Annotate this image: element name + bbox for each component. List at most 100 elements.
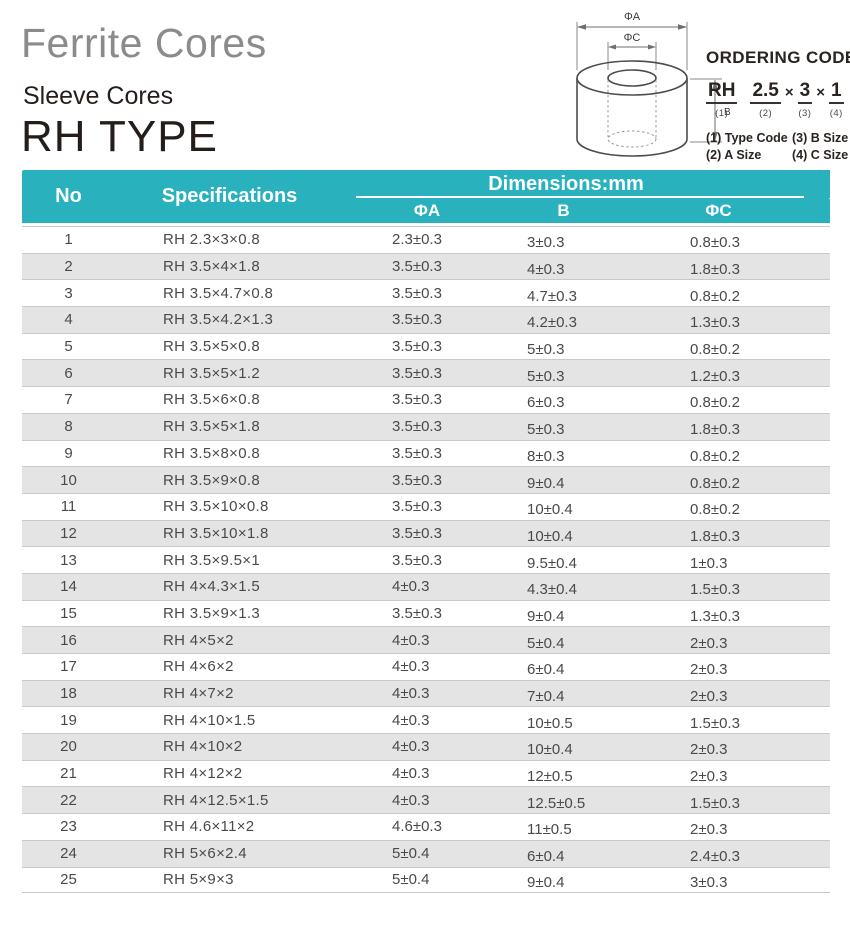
legend-type-code: (1) Type Code bbox=[706, 130, 788, 145]
cell-c-value: 2±0.3 bbox=[690, 688, 728, 706]
cell-spec: RH 3.5×10×1.8 bbox=[115, 519, 352, 547]
cell-b: 12±0.5 bbox=[502, 759, 647, 787]
cell-phi-a: 3.5±0.3 bbox=[352, 466, 502, 493]
cell-spec: RH 4×10×2 bbox=[115, 733, 352, 760]
cell-spec: RH 3.5×4.2×1.3 bbox=[115, 306, 352, 333]
legend-b-size: (3) B Size bbox=[792, 130, 849, 145]
table-row: 20 RH 4×10×2 4±0.3 10±0.4 2±0.3 bbox=[22, 733, 830, 760]
cell-spec: RH 4×6×2 bbox=[115, 653, 352, 680]
cell-phi-c: 2±0.3 bbox=[647, 679, 830, 707]
cell-spec: RH 3.5×9.5×1 bbox=[115, 546, 352, 573]
cell-spec: RH 4×4.3×1.5 bbox=[115, 572, 352, 600]
cell-spec: RH 3.5×5×0.8 bbox=[115, 332, 352, 360]
cell-b-value: 5±0.3 bbox=[527, 341, 565, 359]
code-num-1: (1) bbox=[715, 107, 729, 119]
cell-no: 25 bbox=[22, 866, 115, 894]
cell-phi-c: 1.5±0.3 bbox=[647, 786, 830, 814]
cell-phi-a: 3.5±0.3 bbox=[352, 599, 502, 627]
cell-b-value: 4.2±0.3 bbox=[527, 314, 577, 332]
cell-b: 9.5±0.4 bbox=[502, 546, 647, 573]
ordering-code-block: ORDERING CODE RH (1) 2.5 (2) × 3 (3) × 1… bbox=[706, 48, 850, 162]
cell-b: 9±0.4 bbox=[502, 599, 647, 627]
cell-no: 18 bbox=[22, 679, 115, 707]
cell-no: 7 bbox=[22, 386, 115, 413]
page-subtitle: Sleeve Cores bbox=[23, 82, 174, 110]
code-part-b-size: 3 (3) bbox=[797, 81, 813, 119]
cell-no: 10 bbox=[22, 466, 115, 493]
cell-phi-a: 4±0.3 bbox=[352, 572, 502, 600]
legend-c-size: (4) C Size bbox=[792, 147, 849, 162]
cell-phi-c: 1.3±0.3 bbox=[647, 599, 830, 627]
table-row: 1 RH 2.3×3×0.8 2.3±0.3 3±0.3 0.8±0.3 bbox=[22, 226, 830, 253]
col-header-b: B bbox=[502, 198, 647, 223]
cell-b: 12.5±0.5 bbox=[502, 786, 647, 814]
cell-no: 14 bbox=[22, 572, 115, 600]
cell-b-value: 12±0.5 bbox=[527, 768, 573, 786]
cell-spec: RH 4×7×2 bbox=[115, 679, 352, 707]
cell-b-value: 8±0.3 bbox=[527, 447, 565, 465]
cell-b: 4.2±0.3 bbox=[502, 306, 647, 333]
cell-b: 6±0.4 bbox=[502, 839, 647, 867]
cell-phi-a: 4.6±0.3 bbox=[352, 813, 502, 840]
header-divider bbox=[356, 196, 804, 198]
cell-b-value: 5±0.3 bbox=[527, 421, 565, 439]
cell-b-value: 12.5±0.5 bbox=[527, 794, 586, 812]
col-header-spec: Specifications bbox=[115, 170, 352, 223]
cell-phi-c: 1.2±0.3 bbox=[647, 359, 830, 387]
cell-phi-a: 4±0.3 bbox=[352, 706, 502, 734]
cell-b-value: 6±0.4 bbox=[527, 848, 565, 866]
col-header-no: No bbox=[22, 170, 115, 223]
multiply-sign: × bbox=[784, 84, 794, 101]
table-row: 22 RH 4×12.5×1.5 4±0.3 12.5±0.5 1.5±0.3 bbox=[22, 786, 830, 814]
cell-phi-a: 4±0.3 bbox=[352, 679, 502, 707]
cell-b: 5±0.3 bbox=[502, 412, 647, 440]
table-row: 21 RH 4×12×2 4±0.3 12±0.5 2±0.3 bbox=[22, 759, 830, 787]
ordering-code-example: RH (1) 2.5 (2) × 3 (3) × 1 (4) bbox=[706, 81, 848, 119]
cell-phi-c: 2±0.3 bbox=[647, 759, 830, 787]
cell-phi-c: 1.3±0.3 bbox=[647, 306, 830, 333]
cell-c-value: 0.8±0.2 bbox=[690, 501, 740, 519]
table-row: 3 RH 3.5×4.7×0.8 3.5±0.3 4.7±0.3 0.8±0.2 bbox=[22, 279, 830, 307]
cell-no: 20 bbox=[22, 733, 115, 760]
page-title: Ferrite Cores bbox=[21, 20, 267, 66]
cell-phi-a: 3.5±0.3 bbox=[352, 359, 502, 387]
cell-b: 5±0.4 bbox=[502, 626, 647, 653]
cell-phi-c: 1±0.3 bbox=[647, 546, 830, 573]
cell-c-value: 0.8±0.2 bbox=[690, 474, 740, 492]
table-row: 14 RH 4×4.3×1.5 4±0.3 4.3±0.4 1.5±0.3 bbox=[22, 572, 830, 600]
cell-no: 8 bbox=[22, 412, 115, 440]
cell-c-value: 1.2±0.3 bbox=[690, 367, 740, 385]
cell-phi-c: 0.8±0.2 bbox=[647, 279, 830, 307]
code-text-type: RH bbox=[706, 81, 738, 104]
cell-spec: RH 5×9×3 bbox=[115, 866, 352, 894]
cell-no: 9 bbox=[22, 439, 115, 467]
code-num-4: (4) bbox=[829, 107, 843, 119]
cell-c-value: 1.5±0.3 bbox=[690, 794, 740, 812]
cell-phi-a: 3.5±0.3 bbox=[352, 492, 502, 520]
cell-phi-c: 0.8±0.3 bbox=[647, 226, 830, 253]
cell-b-value: 6±0.4 bbox=[527, 661, 565, 679]
cell-phi-c: 2±0.3 bbox=[647, 626, 830, 653]
cell-phi-a: 4±0.3 bbox=[352, 653, 502, 680]
cell-b: 8±0.3 bbox=[502, 439, 647, 467]
table-row: 18 RH 4×7×2 4±0.3 7±0.4 2±0.3 bbox=[22, 679, 830, 707]
cell-b-value: 7±0.4 bbox=[527, 688, 565, 706]
table-row: 24 RH 5×6×2.4 5±0.4 6±0.4 2.4±0.3 bbox=[22, 839, 830, 867]
cell-phi-a: 5±0.4 bbox=[352, 866, 502, 894]
core-dimension-diagram: ΦA ΦC B bbox=[560, 6, 738, 171]
cell-no: 16 bbox=[22, 626, 115, 653]
table-row: 4 RH 3.5×4.2×1.3 3.5±0.3 4.2±0.3 1.3±0.3 bbox=[22, 306, 830, 333]
cell-b: 10±0.4 bbox=[502, 733, 647, 760]
cell-b: 4.7±0.3 bbox=[502, 279, 647, 307]
cell-phi-a: 4±0.3 bbox=[352, 626, 502, 653]
cell-b-value: 9±0.4 bbox=[527, 474, 565, 492]
cell-phi-c: 1.5±0.3 bbox=[647, 572, 830, 600]
cell-spec: RH 4.6×11×2 bbox=[115, 813, 352, 840]
cell-phi-c: 2±0.3 bbox=[647, 813, 830, 840]
table-row: 12 RH 3.5×10×1.8 3.5±0.3 10±0.4 1.8±0.3 bbox=[22, 519, 830, 547]
spec-table-header: No Specifications Dimensions:mm ΦA B ΦC bbox=[22, 170, 830, 223]
code-part-a-size: 2.5 (2) bbox=[750, 81, 781, 119]
cell-phi-c: 1.8±0.3 bbox=[647, 412, 830, 440]
table-row: 6 RH 3.5×5×1.2 3.5±0.3 5±0.3 1.2±0.3 bbox=[22, 359, 830, 387]
